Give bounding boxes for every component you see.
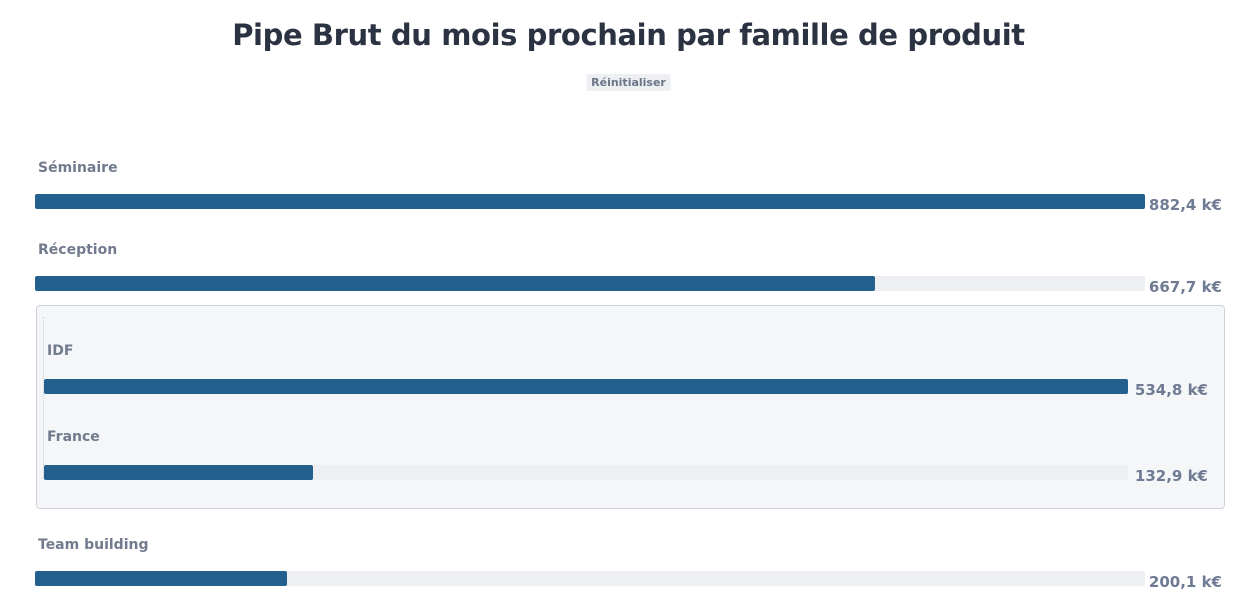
- value-label-reception: 667,7 k€: [1148, 278, 1222, 296]
- bar-track-france[interactable]: [44, 465, 1128, 480]
- bar-track-reception[interactable]: [35, 276, 1145, 291]
- category-label-france: France: [47, 429, 100, 445]
- value-label-idf: 534,8 k€: [1134, 381, 1208, 399]
- value-label-seminaire: 882,4 k€: [1148, 196, 1222, 214]
- value-label-france: 132,9 k€: [1134, 467, 1208, 485]
- value-label-team-building: 200,1 k€: [1148, 573, 1222, 591]
- breakdown-guide-line: [43, 317, 44, 479]
- bar-reception[interactable]: [35, 276, 875, 291]
- bar-track-seminaire[interactable]: [35, 194, 1145, 209]
- bar-track-team-building[interactable]: [35, 571, 1145, 586]
- category-label-seminaire: Séminaire: [38, 160, 118, 176]
- bar-idf[interactable]: [44, 379, 1128, 394]
- bar-team-building[interactable]: [35, 571, 287, 586]
- category-label-idf: IDF: [47, 343, 74, 359]
- reset-button[interactable]: Réinitialiser: [586, 74, 671, 91]
- chart-title: Pipe Brut du mois prochain par famille d…: [232, 18, 1025, 52]
- category-label-reception: Réception: [38, 242, 118, 258]
- bar-seminaire[interactable]: [35, 194, 1145, 209]
- bar-france[interactable]: [44, 465, 314, 480]
- category-label-team-building: Team building: [38, 537, 149, 553]
- bar-track-idf[interactable]: [44, 379, 1128, 394]
